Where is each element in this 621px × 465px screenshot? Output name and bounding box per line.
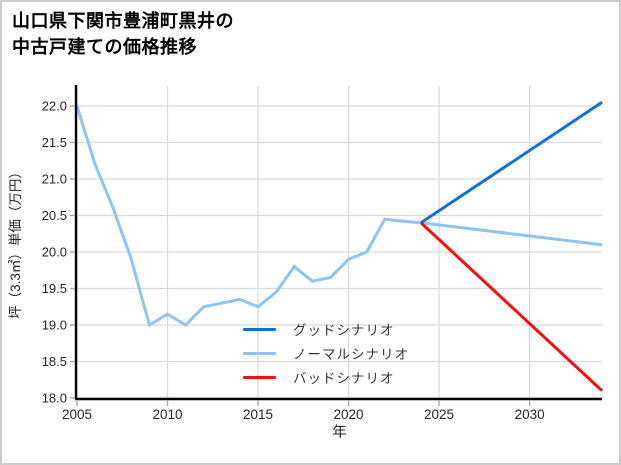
y-tick-label: 21.0: [42, 172, 67, 187]
y-tick-label: 19.0: [42, 318, 67, 333]
x-tick-label: 2010: [152, 407, 182, 422]
legend-item-bad-scenario: バッドシナリオ: [243, 365, 409, 389]
x-tick-label: 2005: [62, 407, 92, 422]
legend: グッドシナリオ ノーマルシナリオ バッドシナリオ: [243, 317, 409, 389]
chart-title: 山口県下関市豊浦町黒井の 中古戸建ての価格推移: [12, 8, 234, 60]
line-normal-scenario: [75, 105, 603, 328]
line-bad-scenario: [419, 221, 604, 392]
y-tick-label: 18.5: [42, 354, 67, 369]
legend-line-swatch-normal: [243, 351, 276, 355]
legend-label-bad: バッドシナリオ: [293, 371, 395, 386]
x-tick-label: 2030: [515, 407, 545, 422]
y-axis-label: 坪（3.3㎡）単価（万円）: [8, 165, 23, 319]
legend-item-good-scenario: グッドシナリオ: [243, 317, 409, 341]
legend-item-normal-scenario: ノーマルシナリオ: [243, 341, 409, 365]
x-tick-label: 2020: [334, 407, 364, 422]
y-tick-label: 20.5: [42, 208, 67, 223]
chart-title-line1: 山口県下関市豊浦町黒井の: [12, 11, 234, 31]
y-tick-label: 22.0: [42, 99, 67, 114]
y-tick-label: 20.0: [42, 245, 67, 260]
chart-title-line2: 中古戸建ての価格推移: [12, 37, 197, 57]
y-tick-label: 19.5: [42, 281, 67, 296]
legend-line-swatch-good: [243, 327, 276, 331]
y-tick-label: 21.5: [42, 135, 67, 150]
x-axis-label: 年: [332, 424, 347, 441]
y-tick-label: 18.0: [42, 391, 67, 406]
legend-line-swatch-bad: [243, 375, 276, 379]
legend-label-normal: ノーマルシナリオ: [293, 347, 409, 362]
x-tick-label: 2025: [424, 407, 454, 422]
x-tick-label: 2015: [243, 407, 273, 422]
line-good-scenario: [420, 101, 603, 225]
legend-label-good: グッドシナリオ: [293, 323, 395, 338]
